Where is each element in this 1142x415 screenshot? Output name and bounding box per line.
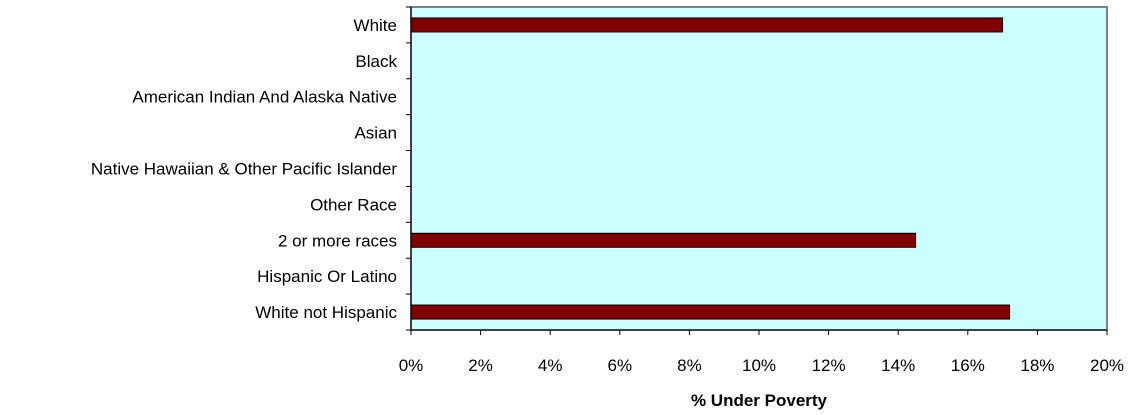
x-tick-label: 10% [742, 356, 776, 375]
x-tick-label: 2% [468, 356, 493, 375]
y-tick-label: White not Hispanic [255, 303, 397, 322]
y-tick-label: 2 or more races [278, 231, 397, 250]
bar [410, 232, 917, 248]
x-tick-label: 16% [951, 356, 985, 375]
x-tick-label: 8% [677, 356, 702, 375]
x-tick-label: 14% [881, 356, 915, 375]
bar [410, 17, 1004, 33]
x-axis-title: % Under Poverty [691, 391, 828, 410]
y-tick-label: Native Hawaiian & Other Pacific Islander [91, 160, 397, 179]
y-tick-label: Other Race [310, 195, 397, 214]
x-axis: 0% 2% 4% 6% 8% 10% 12% 14% 16% 18% 20% [399, 329, 1124, 375]
bar [410, 304, 1011, 320]
x-tick-label: 12% [812, 356, 846, 375]
y-tick-label: American Indian And Alaska Native [132, 88, 397, 107]
y-tick-label: Hispanic Or Latino [257, 267, 397, 286]
x-tick-label: 4% [538, 356, 563, 375]
y-axis: White Black American Indian And Alaska Nat… [91, 6, 412, 331]
bars-group [410, 17, 1011, 320]
x-tick-label: 18% [1020, 356, 1054, 375]
y-tick-label: White [354, 16, 397, 35]
y-tick-label: Asian [354, 124, 397, 143]
y-tick-label: Black [355, 52, 397, 71]
x-tick-label: 20% [1090, 356, 1124, 375]
x-tick-label: 6% [608, 356, 633, 375]
x-tick-label: 0% [399, 356, 424, 375]
plot-area [410, 6, 1108, 331]
